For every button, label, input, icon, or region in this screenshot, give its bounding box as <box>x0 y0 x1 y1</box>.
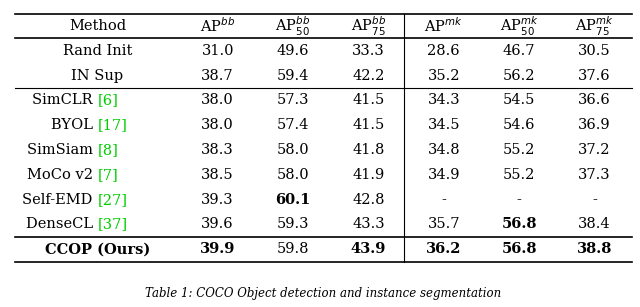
Text: DenseCL: DenseCL <box>26 217 97 231</box>
Text: 39.9: 39.9 <box>200 242 236 256</box>
Text: 37.6: 37.6 <box>579 68 611 83</box>
Text: [6]: [6] <box>97 93 118 107</box>
Text: 55.2: 55.2 <box>503 168 536 182</box>
Text: 56.8: 56.8 <box>501 242 537 256</box>
Text: [17]: [17] <box>97 118 127 132</box>
Text: 36.9: 36.9 <box>579 118 611 132</box>
Text: 43.9: 43.9 <box>351 242 386 256</box>
Text: 49.6: 49.6 <box>276 44 309 58</box>
Text: 46.7: 46.7 <box>503 44 536 58</box>
Text: AP$^{mk}_{75}$: AP$^{mk}_{75}$ <box>575 14 614 37</box>
Text: 34.3: 34.3 <box>428 93 460 107</box>
Text: 36.2: 36.2 <box>426 242 461 256</box>
Text: 57.4: 57.4 <box>277 118 309 132</box>
Text: AP$^{bb}_{50}$: AP$^{bb}_{50}$ <box>275 14 310 37</box>
Text: 39.3: 39.3 <box>202 192 234 207</box>
Text: [7]: [7] <box>97 168 118 182</box>
Text: 54.5: 54.5 <box>503 93 536 107</box>
Text: 42.8: 42.8 <box>352 192 385 207</box>
Text: 36.6: 36.6 <box>578 93 611 107</box>
Text: 38.0: 38.0 <box>202 118 234 132</box>
Text: 41.5: 41.5 <box>352 93 385 107</box>
Text: 38.0: 38.0 <box>202 93 234 107</box>
Text: 56.8: 56.8 <box>501 217 537 231</box>
Text: AP$^{mk}$: AP$^{mk}$ <box>424 17 463 35</box>
Text: 38.4: 38.4 <box>579 217 611 231</box>
Text: AP$^{mk}_{50}$: AP$^{mk}_{50}$ <box>500 14 539 37</box>
Text: 41.5: 41.5 <box>352 118 385 132</box>
Text: MoCo v2: MoCo v2 <box>27 168 97 182</box>
Text: 33.3: 33.3 <box>352 44 385 58</box>
Text: -: - <box>592 192 597 207</box>
Text: 39.6: 39.6 <box>202 217 234 231</box>
Text: 59.3: 59.3 <box>276 217 309 231</box>
Text: [37]: [37] <box>97 217 127 231</box>
Text: 37.2: 37.2 <box>579 143 611 157</box>
Text: Self-EMD: Self-EMD <box>22 192 97 207</box>
Text: AP$^{bb}_{75}$: AP$^{bb}_{75}$ <box>351 14 386 37</box>
Text: SimCLR: SimCLR <box>32 93 97 107</box>
Text: 59.8: 59.8 <box>276 242 309 256</box>
Text: 35.2: 35.2 <box>428 68 460 83</box>
Text: 38.8: 38.8 <box>577 242 612 256</box>
Text: 34.8: 34.8 <box>428 143 460 157</box>
Text: [27]: [27] <box>97 192 127 207</box>
Text: 35.7: 35.7 <box>428 217 460 231</box>
Text: 56.2: 56.2 <box>503 68 536 83</box>
Text: 43.3: 43.3 <box>352 217 385 231</box>
Text: 34.5: 34.5 <box>428 118 460 132</box>
Text: 30.5: 30.5 <box>579 44 611 58</box>
Text: 41.9: 41.9 <box>352 168 385 182</box>
Text: 41.8: 41.8 <box>352 143 385 157</box>
Text: 42.2: 42.2 <box>352 68 385 83</box>
Text: [8]: [8] <box>97 143 118 157</box>
Text: 38.7: 38.7 <box>202 68 234 83</box>
Text: Method: Method <box>69 19 126 33</box>
Text: IN Sup: IN Sup <box>71 68 124 83</box>
Text: Table 1: COCO Object detection and instance segmentation: Table 1: COCO Object detection and insta… <box>145 287 502 300</box>
Text: 38.5: 38.5 <box>202 168 234 182</box>
Text: 38.3: 38.3 <box>202 143 234 157</box>
Text: 31.0: 31.0 <box>202 44 234 58</box>
Text: 59.4: 59.4 <box>277 68 309 83</box>
Text: CCOP (Ours): CCOP (Ours) <box>45 242 150 256</box>
Text: BYOL: BYOL <box>51 118 97 132</box>
Text: 57.3: 57.3 <box>276 93 309 107</box>
Text: SimSiam: SimSiam <box>27 143 97 157</box>
Text: 58.0: 58.0 <box>276 143 309 157</box>
Text: -: - <box>516 192 522 207</box>
Text: 34.9: 34.9 <box>428 168 460 182</box>
Text: 55.2: 55.2 <box>503 143 536 157</box>
Text: 28.6: 28.6 <box>428 44 460 58</box>
Text: 58.0: 58.0 <box>276 168 309 182</box>
Text: -: - <box>442 192 446 207</box>
Text: 37.3: 37.3 <box>579 168 611 182</box>
Text: 54.6: 54.6 <box>503 118 536 132</box>
Text: AP$^{bb}$: AP$^{bb}$ <box>200 17 236 35</box>
Text: Rand Init: Rand Init <box>63 44 132 58</box>
Text: 60.1: 60.1 <box>275 192 311 207</box>
